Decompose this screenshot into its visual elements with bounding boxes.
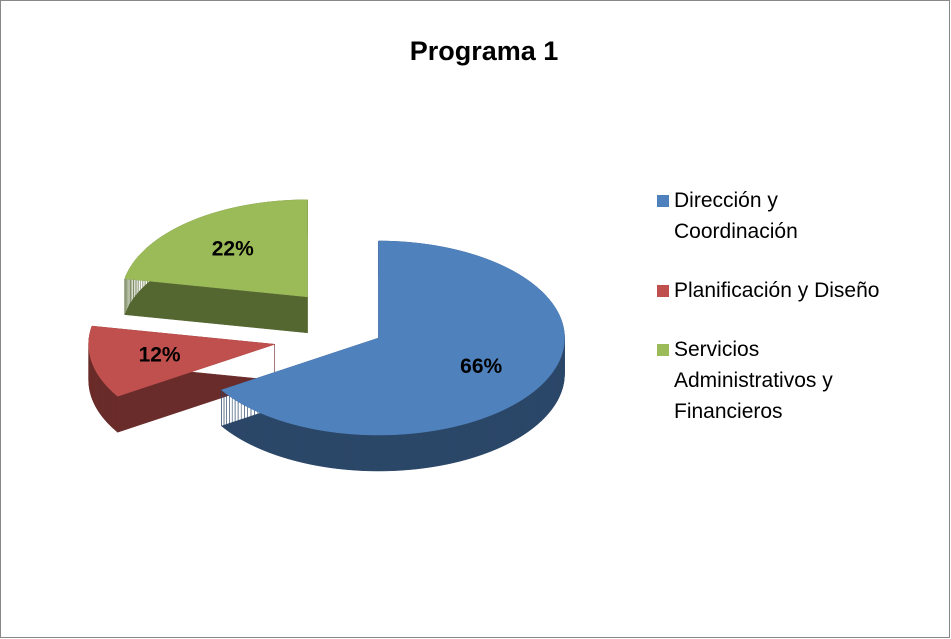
- legend-item: Servicios Administrativos y Financieros: [657, 334, 894, 427]
- pie: 66% 12% 22%: [88, 199, 565, 472]
- legend-item: Planificación y Diseño: [657, 275, 894, 306]
- data-label: 66%: [460, 355, 502, 378]
- legend-swatch: [657, 195, 669, 207]
- data-label: 12%: [139, 343, 181, 366]
- legend-label: Planificación y Diseño: [674, 279, 880, 302]
- legend-swatch: [657, 285, 669, 297]
- slice: [88, 325, 275, 397]
- data-label: 22%: [212, 237, 254, 260]
- legend-swatch: [657, 344, 669, 356]
- chart-title: Programa 1: [410, 36, 559, 66]
- legend-label: Servicios Administrativos y Financieros: [674, 338, 833, 423]
- legend-item: Dirección y Coordinación: [657, 185, 894, 247]
- slice: [220, 240, 565, 436]
- legend-label: Dirección y Coordinación: [674, 189, 798, 243]
- legend: Dirección y Coordinación Planificación y …: [657, 185, 947, 455]
- slice: [124, 199, 308, 298]
